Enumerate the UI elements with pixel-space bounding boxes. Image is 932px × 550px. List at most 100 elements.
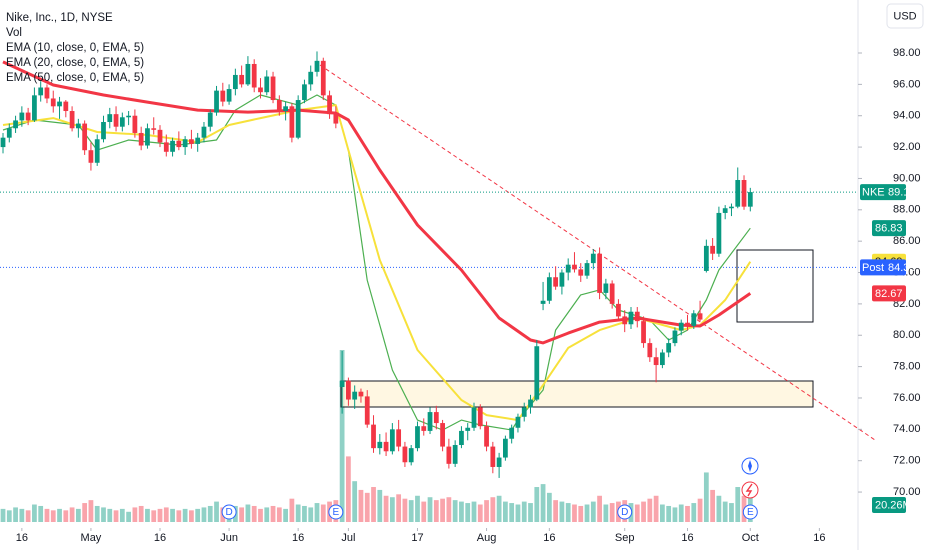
volume-bar (578, 505, 584, 522)
volume-bar (653, 495, 659, 522)
candle-body (515, 416, 521, 428)
candle-body (333, 114, 339, 124)
volume-bar (660, 504, 665, 522)
candle-body (283, 106, 288, 112)
candle-body (572, 264, 577, 270)
legend-title: Nike, Inc., 1D, NYSE (6, 12, 113, 24)
legend-entry: EMA (10, close, 0, EMA, 5) (6, 42, 144, 54)
event-label: D (225, 507, 232, 518)
volume-bar (471, 501, 477, 522)
volume-bar (666, 505, 672, 522)
candle-body (427, 412, 433, 431)
volume-bar (377, 489, 383, 522)
candle-body (641, 321, 646, 344)
candle-body (44, 87, 50, 99)
event-label: D (621, 507, 628, 518)
volume-bar (440, 498, 445, 522)
volume-bar (572, 504, 577, 522)
volume-bar (44, 508, 50, 522)
candle-body (352, 391, 358, 400)
zone-box (340, 380, 814, 408)
volume-bar (647, 498, 653, 522)
volume-bar (540, 484, 546, 522)
candle-body (609, 283, 615, 304)
volume-bar (389, 497, 395, 522)
candle-body (553, 277, 559, 287)
currency-button[interactable] (886, 3, 924, 29)
candle-body (6, 128, 12, 138)
volume-bar (308, 507, 314, 522)
event-marker[interactable] (742, 504, 758, 520)
candle-body (697, 313, 703, 320)
legend-volume: Vol (6, 27, 22, 39)
price-tag: 84.33 (888, 262, 916, 274)
x-tick-label: 17 (411, 532, 423, 544)
currency[interactable]: USD (893, 10, 916, 22)
volume-bar (408, 500, 414, 522)
volume-bar (339, 350, 345, 522)
x-tick-label: 16 (154, 532, 166, 544)
x-tick-label: 16 (16, 532, 28, 544)
volume-bar (597, 495, 602, 522)
price-tag-bg (872, 285, 906, 302)
icon[interactable] (741, 481, 759, 499)
volume-bar (69, 507, 75, 522)
candle-body (408, 448, 414, 463)
volume-bar (383, 495, 389, 522)
candle-body (138, 132, 144, 146)
candle-body (226, 89, 232, 102)
candle-body (521, 407, 527, 417)
candle-body (38, 87, 44, 96)
x-tick-label: 16 (292, 532, 304, 544)
candle-body (459, 430, 464, 446)
candle-body (672, 330, 678, 344)
volume-bar (459, 501, 464, 522)
event-marker[interactable] (221, 504, 237, 520)
candle-body (383, 441, 389, 452)
candle-body (559, 272, 565, 287)
volume-bar (484, 500, 489, 522)
volume-bar (710, 489, 716, 522)
candle-body (597, 253, 602, 293)
volume-bar (641, 501, 646, 522)
candle-body (703, 245, 709, 271)
candle-body (471, 407, 477, 428)
x-tick-label: Jun (220, 532, 238, 544)
volume-bar (490, 497, 496, 522)
price-tag: 89.13 (888, 186, 916, 198)
volume-tag-bg (872, 497, 906, 513)
y-tick-label: 96.00 (893, 78, 921, 90)
x-tick-label: Aug (477, 532, 497, 544)
y-tick-label: 86.00 (893, 235, 921, 247)
volume-bar (13, 507, 18, 522)
candle-body (151, 128, 157, 130)
candle-body (157, 129, 163, 143)
volume-bar (446, 497, 452, 522)
volume-bar (358, 489, 364, 522)
volume-bar (320, 504, 326, 522)
volume-bar (82, 503, 88, 522)
volume-bar (678, 504, 684, 522)
candle-body (685, 322, 690, 326)
volume-bar (182, 508, 188, 522)
candle-body (465, 427, 471, 431)
event-marker[interactable] (617, 504, 633, 520)
candle-body (584, 263, 590, 276)
y-tick-label: 80.00 (893, 329, 921, 341)
candle-body (540, 300, 546, 304)
volume-bar (396, 494, 402, 522)
volume-bar (6, 510, 12, 522)
volume-bar (0, 508, 6, 522)
volume-bar (289, 498, 295, 522)
candle-body (660, 352, 665, 366)
candle-body (107, 114, 113, 122)
event-marker[interactable] (328, 504, 344, 520)
candle-body (214, 90, 219, 113)
candle-body (276, 100, 282, 112)
volume-bar (685, 505, 690, 522)
volume-bar (314, 503, 320, 522)
candle-body (239, 74, 245, 85)
price-tag: 86.83 (875, 223, 903, 235)
candle-body (716, 212, 722, 254)
icon[interactable] (741, 457, 759, 475)
